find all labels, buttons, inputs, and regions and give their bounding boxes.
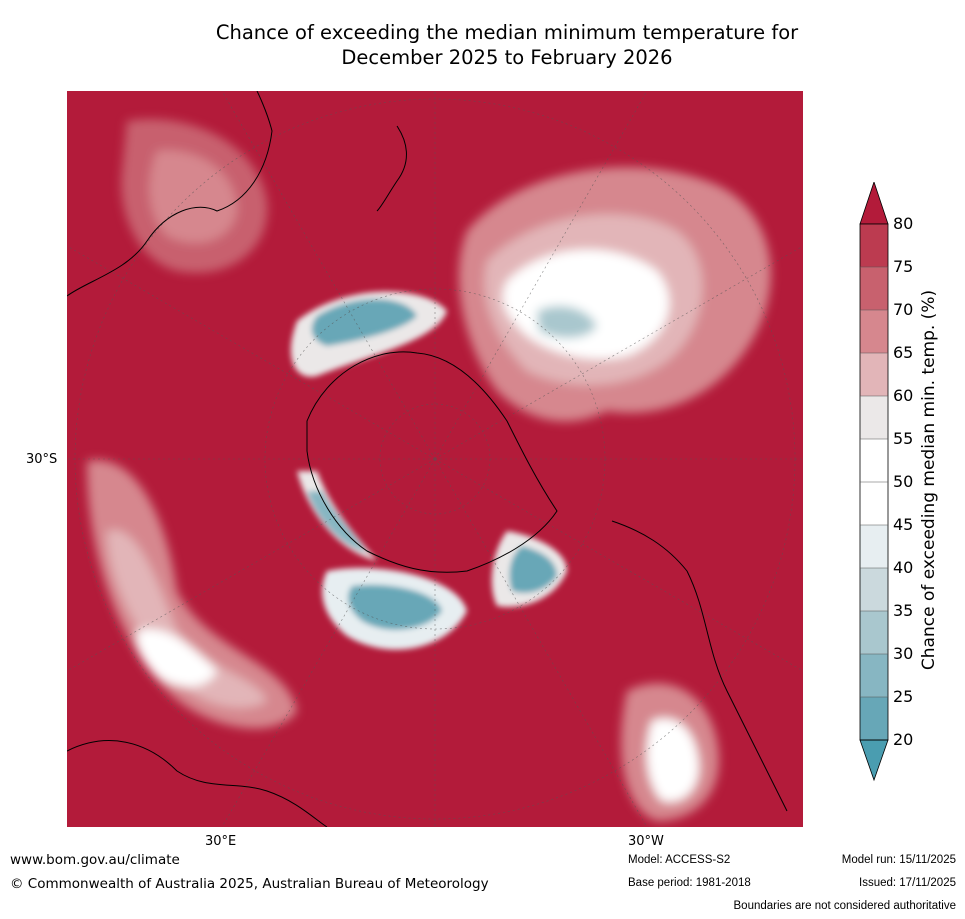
colorbar-tick: 60 bbox=[893, 386, 914, 405]
issued-label: Issued: 17/11/2025 bbox=[859, 877, 956, 889]
colorbar-tick: 50 bbox=[893, 472, 914, 491]
colorbar-tick: 40 bbox=[893, 558, 914, 577]
colorbar-tick: 75 bbox=[893, 257, 914, 276]
colorbar-title: Chance of exceeding median min. temp. (%… bbox=[919, 289, 939, 671]
anomaly-region-pacific bbox=[458, 167, 771, 422]
colorbar-tick: 45 bbox=[893, 515, 914, 534]
colorbar-band-30-35 bbox=[860, 611, 888, 654]
anomaly-region-indian bbox=[87, 460, 297, 729]
website-link[interactable]: www.bom.gov.au/climate bbox=[10, 852, 180, 868]
model-run-label: Model run: 15/11/2025 bbox=[841, 854, 956, 866]
colorbar-tick: 25 bbox=[893, 687, 914, 706]
colorbar-band-40-45 bbox=[860, 525, 888, 568]
copyright-text: © Commonwealth of Australia 2025, Austra… bbox=[10, 876, 489, 892]
colorbar-tick: 80 bbox=[893, 214, 914, 233]
south-polar-map bbox=[67, 91, 803, 827]
lon-label-30e: 30°E bbox=[205, 834, 237, 849]
model-label: Model: ACCESS-S2 bbox=[628, 854, 731, 866]
colorbar-tick: 30 bbox=[893, 644, 914, 663]
title-line-1: Chance of exceeding the median minimum t… bbox=[215, 21, 799, 44]
anomaly-region-tasman bbox=[121, 119, 268, 273]
australia-coast bbox=[67, 91, 273, 297]
colorbar-tick: 65 bbox=[893, 343, 914, 362]
colorbar-band-45-50 bbox=[860, 482, 888, 525]
anomaly-region-atlantic bbox=[621, 683, 719, 821]
coastlines bbox=[67, 91, 788, 827]
colorbar-band-50-55 bbox=[860, 439, 888, 482]
colorbar-band-20-25 bbox=[860, 697, 888, 740]
antarctica-coast bbox=[306, 351, 558, 573]
colorbar-band-70-75 bbox=[860, 267, 888, 310]
chart-title: Chance of exceeding the median minimum t… bbox=[67, 20, 947, 70]
southern-ocean-ring bbox=[290, 291, 567, 650]
colorbar-tick: 20 bbox=[893, 730, 914, 749]
colorbar-tick: 55 bbox=[893, 429, 914, 448]
colorbar-band-60-65 bbox=[860, 353, 888, 396]
colorbar-extend-top bbox=[859, 182, 889, 225]
colorbar-tick: 35 bbox=[893, 601, 914, 620]
colorbar-band-65-70 bbox=[860, 310, 888, 353]
colorbar-band-25-30 bbox=[860, 654, 888, 697]
africa-coast bbox=[67, 740, 328, 827]
south-america-coast bbox=[611, 520, 788, 812]
colorbar-tick: 70 bbox=[893, 300, 914, 319]
graticule bbox=[67, 91, 803, 827]
new-zealand-coast bbox=[376, 125, 407, 212]
lon-label-30w: 30°W bbox=[628, 834, 664, 849]
colorbar-band-75-80 bbox=[860, 224, 888, 267]
colorbar-band-35-40 bbox=[860, 568, 888, 611]
title-line-2: December 2025 to February 2026 bbox=[341, 46, 673, 69]
colorbar-extend-bottom bbox=[859, 739, 889, 782]
lat-label-30s: 30°S bbox=[26, 452, 58, 467]
boundaries-disclaimer: Boundaries are not considered authoritat… bbox=[733, 900, 956, 912]
base-period-label: Base period: 1981-2018 bbox=[628, 877, 751, 889]
colorbar-band-55-60 bbox=[860, 396, 888, 439]
